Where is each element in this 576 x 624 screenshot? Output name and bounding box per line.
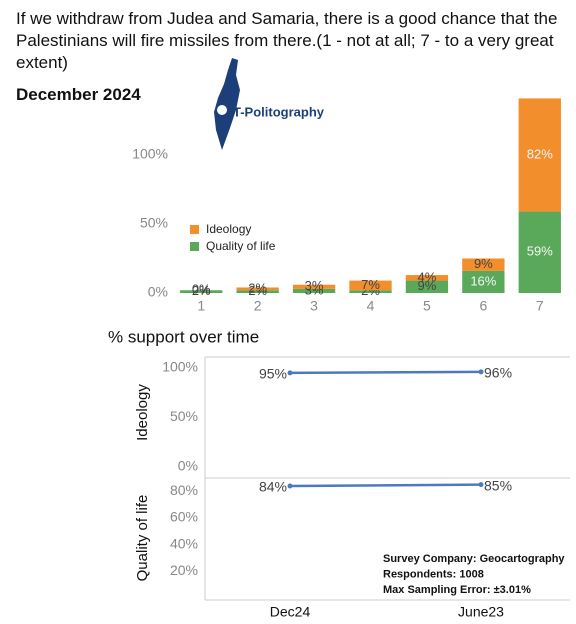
panel-label: Ideology [134, 384, 151, 441]
logo-map [214, 58, 240, 150]
data-label: 95% [259, 366, 287, 382]
x-tick-label: 5 [423, 298, 431, 314]
data-label: 16% [470, 273, 496, 288]
chart-subtitle: December 2024 [16, 85, 141, 104]
y-tick-label: 80% [170, 482, 198, 498]
data-label: 96% [484, 365, 512, 381]
logo-icon [217, 105, 227, 115]
line [289, 370, 482, 375]
data-label: 9% [418, 278, 437, 293]
bar-segment [518, 211, 561, 293]
point [478, 482, 484, 488]
data-label: 2% [248, 283, 267, 298]
line [289, 483, 482, 488]
x-tick-label: 4 [367, 298, 375, 314]
chart-title: If we withdraw from Judea and Samaria, t… [16, 9, 558, 72]
y-tick-label: 0% [178, 458, 198, 474]
chart-title: % support over time [108, 327, 259, 346]
bar-segment [292, 288, 336, 293]
y-tick-label: 100% [162, 359, 198, 375]
data-label: 9% [474, 256, 493, 271]
annotation: Respondents: 1008 [383, 568, 484, 580]
y-tick-label: 100% [132, 146, 168, 162]
x-tick-label: 7 [536, 298, 544, 314]
point [287, 483, 293, 489]
x-tick-label: Dec24 [270, 604, 311, 620]
bar-segment [462, 258, 505, 271]
y-tick-label: 0% [148, 284, 168, 300]
y-tick-label: 50% [170, 408, 198, 424]
data-label: 3% [305, 278, 324, 293]
legend-label: Ideology [206, 222, 251, 236]
x-tick-label: 3 [310, 298, 318, 314]
data-label: 2% [192, 283, 211, 298]
data-label: 7% [361, 277, 380, 292]
data-label: 2% [248, 280, 267, 295]
y-tick-label: 40% [170, 535, 198, 551]
bar-segment [236, 290, 279, 293]
bar-segment [462, 270, 505, 293]
data-label: 59% [527, 244, 553, 259]
bar-segment [405, 280, 449, 293]
y-tick-label: 20% [170, 562, 198, 578]
point [478, 369, 484, 375]
annotation: Max Sampling Error: ±3.01% [383, 584, 531, 596]
data-label: 84% [259, 479, 287, 495]
data-label: 0% [192, 282, 211, 297]
bar-segment [405, 275, 449, 281]
bar-segment [349, 290, 392, 293]
bar-segment [236, 287, 279, 291]
logo: T-Politography [214, 58, 325, 150]
bar-segment [180, 290, 223, 293]
x-tick-label: 6 [479, 298, 487, 314]
legend-swatch [190, 242, 199, 251]
x-tick-label: 2 [254, 298, 262, 314]
legend-swatch [190, 225, 199, 234]
logo-text: T-Politography [233, 104, 325, 119]
y-tick-label: 60% [170, 509, 198, 525]
panel-label: Quality of life [134, 495, 151, 582]
bar-segment [518, 98, 561, 212]
x-tick-label: June23 [458, 604, 504, 620]
y-tick-label: 50% [140, 215, 168, 231]
data-label: 82% [527, 146, 553, 161]
bar-segment [292, 284, 336, 289]
bar-segment [349, 280, 392, 291]
point [287, 370, 293, 376]
x-tick-label: 1 [197, 298, 205, 314]
data-label: 85% [484, 477, 512, 493]
legend-label: Quality of life [206, 239, 276, 253]
annotation: Survey Company: Geocartography [383, 553, 565, 565]
data-label: 4% [418, 269, 437, 284]
